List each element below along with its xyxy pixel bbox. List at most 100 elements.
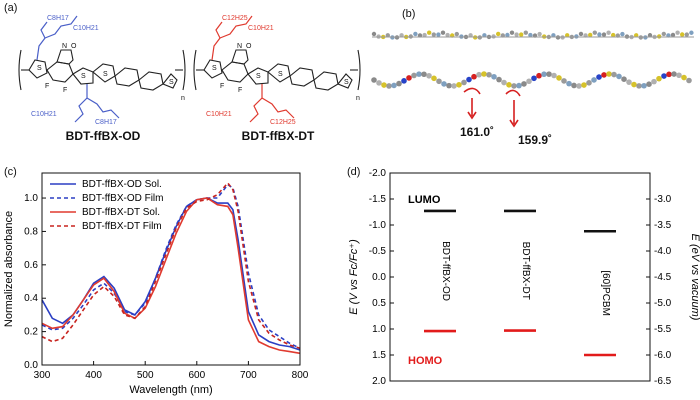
left-tick-label: -1.0 — [369, 220, 387, 231]
right-tick-label: -6.0 — [654, 350, 672, 361]
dt-chain-label-3: C10H21 — [206, 111, 232, 118]
y-tick-label: 0.4 — [24, 293, 38, 304]
top-atom — [516, 82, 522, 89]
top-atom — [436, 78, 442, 85]
left-tick-label: 2.0 — [372, 376, 386, 387]
side-atom — [601, 32, 607, 37]
od-atom-f2: F — [63, 87, 67, 94]
side-atom — [482, 33, 487, 38]
side-atom — [496, 31, 501, 37]
side-atom — [505, 32, 510, 38]
side-atom — [574, 34, 579, 39]
top-atom — [606, 71, 612, 77]
material-label-2: BDT-ffBX-DT — [520, 242, 531, 300]
top-atom — [446, 82, 452, 89]
side-atom — [588, 32, 593, 38]
x-tick-label: 700 — [240, 370, 257, 381]
top-atom — [391, 82, 397, 89]
top-atom — [511, 83, 517, 89]
dt-atom-f1: F — [220, 83, 224, 90]
dt-atom-s4: S — [344, 79, 349, 86]
od-atom-o: O — [71, 43, 77, 50]
top-atom — [591, 77, 597, 83]
angle-label-1: 161.0˚ — [460, 125, 494, 139]
side-atom — [606, 30, 611, 35]
top-atom — [641, 82, 647, 89]
top-atom — [411, 72, 417, 79]
top-atom — [586, 80, 592, 86]
panel-d-label: (d) — [347, 166, 361, 178]
right-tick-label: -4.5 — [654, 272, 672, 283]
dt-chain-label-4: C12H25 — [270, 119, 296, 126]
top-atom — [386, 83, 392, 89]
top-atom — [536, 72, 542, 79]
top-atom — [376, 80, 382, 86]
dt-atom-s3: S — [278, 71, 283, 78]
top-atom — [496, 76, 502, 83]
side-atom — [436, 32, 441, 37]
left-tick-label: 0.0 — [372, 272, 386, 283]
dt-repeat-n: n — [356, 95, 360, 102]
side-atom — [514, 32, 519, 37]
side-atom — [620, 31, 625, 37]
energy-left-axis-label: E (V vs Fc/Fc⁺) — [348, 239, 360, 315]
top-atom — [681, 74, 687, 81]
side-atom — [431, 32, 436, 37]
top-atom — [416, 71, 422, 77]
side-atom — [670, 32, 676, 38]
top-atom — [666, 71, 672, 78]
energy-level-chart: -2.0 -1.5 -1.0 -0.5 0.0 0.5 1.0 1.5 2.0 -3.0 -3.5 -… — [348, 168, 700, 387]
top-atom — [371, 77, 377, 83]
top-atom — [401, 78, 407, 84]
od-chain-label-4: C8H17 — [95, 119, 117, 126]
panel-a-label: (a) — [4, 2, 18, 14]
dt-atom-f2: F — [238, 87, 242, 94]
side-atom — [427, 30, 432, 35]
top-atom — [541, 71, 547, 78]
top-atom — [476, 71, 482, 78]
left-tick-label: 1.5 — [372, 350, 386, 361]
top-atom — [381, 82, 387, 88]
dt-atom-s2: S — [256, 73, 261, 80]
molecule-dt-name: BDT-ffBX-DT — [241, 129, 315, 143]
top-atom — [441, 81, 447, 87]
side-atom — [592, 30, 597, 35]
top-atom — [656, 75, 662, 82]
energy-levels: BDT-ffBX-OD BDT-ffBX-DT [60]PCBM — [424, 209, 616, 357]
left-tick-label: 0.5 — [372, 298, 386, 309]
side-atom — [509, 30, 515, 35]
od-chain-label-1: C8H17 — [47, 15, 69, 22]
side-atom — [611, 32, 616, 38]
angle-label-2: 159.9˚ — [518, 133, 552, 147]
top-atom — [556, 75, 562, 81]
od-atom-s2: S — [81, 73, 86, 80]
top-atom — [481, 71, 487, 77]
molecule-dt-structure: C12H25 C10H21 C10H21 C12H25 S N O F F S … — [193, 15, 361, 126]
energy-right-axis-label: E (eV vs vacuum) — [689, 234, 700, 321]
molecule-od-structure: C8H17 C10H21 C10H21 C8H17 S N O F F S S … — [18, 15, 186, 126]
legend-entry-3: BDT-ffBX-DT Sol. — [82, 207, 160, 218]
right-tick-label: -6.5 — [654, 376, 672, 387]
right-tick-label: -5.5 — [654, 324, 672, 335]
legend-entry-4: BDT-ffBX-DT Film — [82, 221, 162, 232]
series-line-3 — [41, 197, 301, 355]
side-atom — [565, 33, 570, 38]
top-atom — [431, 75, 437, 82]
optimized-geometry: 161.0˚ 159.9˚ — [371, 30, 694, 147]
panel-c-label: (c) — [4, 166, 17, 178]
top-atom — [631, 81, 637, 88]
legend-entry-2: BDT-ffBX-OD Film — [82, 193, 163, 204]
top-atom — [621, 76, 627, 83]
absorption-axes: 300 400 500 600 700 800 0.0 0.2 0.4 0.6 0.8 1.0 — [24, 172, 309, 381]
top-atom — [671, 71, 677, 77]
top-view-chain — [371, 71, 692, 89]
absorption-y-axis-label: Normalized absorbance — [3, 211, 15, 327]
side-atom — [675, 30, 680, 35]
x-tick-label: 800 — [292, 370, 309, 381]
x-tick-label: 600 — [188, 370, 205, 381]
top-atom — [661, 73, 667, 79]
side-atom — [684, 32, 689, 37]
od-atom-n: N — [62, 43, 67, 50]
absorption-chart: 300 400 500 600 700 800 0.0 0.2 0.4 0.6 0.8 1.0 BDT… — [3, 172, 309, 396]
dt-atom-o: O — [246, 43, 252, 50]
